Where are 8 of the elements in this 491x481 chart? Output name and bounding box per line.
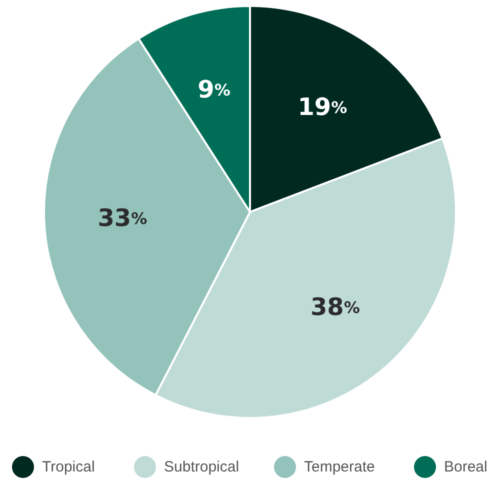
legend-label: Boreal [444, 458, 488, 476]
data-label: 9% [198, 75, 230, 104]
data-label: 38% [310, 293, 360, 322]
data-label: 19% [298, 92, 348, 121]
legend-label: Temperate [304, 458, 375, 476]
data-label: 33% [98, 204, 148, 232]
legend-label: Tropical [42, 458, 95, 476]
legend-label: Subtropical [164, 458, 240, 476]
